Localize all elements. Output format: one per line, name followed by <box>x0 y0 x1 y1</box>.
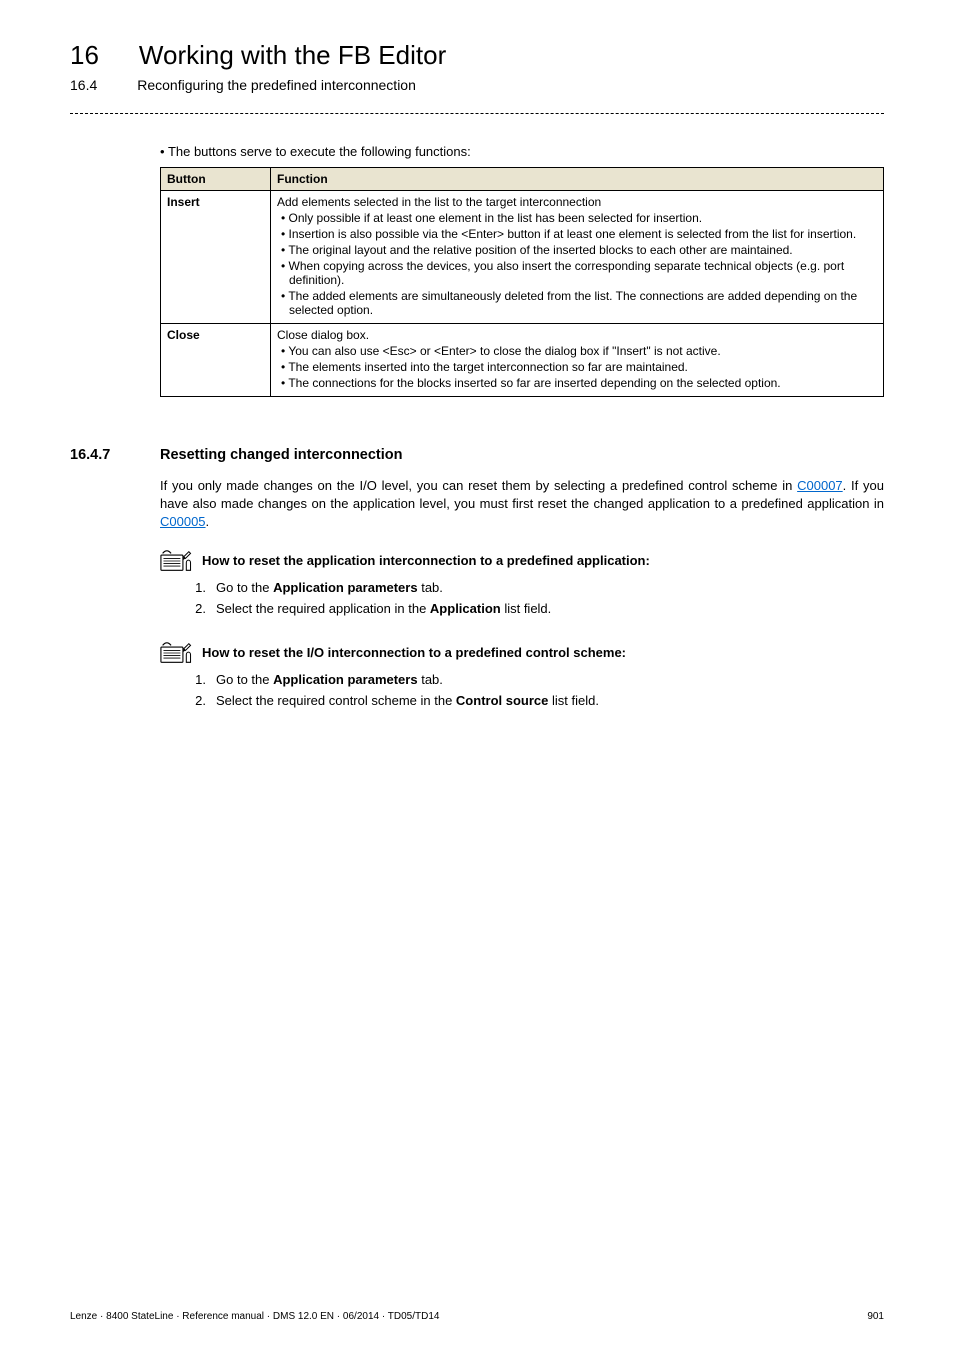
link-c00005[interactable]: C00005 <box>160 514 206 529</box>
section-title: Reconfiguring the predefined interconnec… <box>137 77 416 93</box>
chapter-header: 16 Working with the FB Editor <box>70 40 884 71</box>
page-footer: Lenze · 8400 StateLine · Reference manua… <box>70 1311 884 1322</box>
cell-main: Add elements selected in the list to the… <box>277 195 877 209</box>
table-cell-close: Close dialog box. You can also use <Esc>… <box>271 324 884 397</box>
step-number: 2. <box>190 693 206 708</box>
function-table: Button Function Insert Add elements sele… <box>160 167 884 397</box>
table-header-function: Function <box>271 168 884 191</box>
howto-title: How to reset the I/O interconnection to … <box>202 645 626 660</box>
table-key-close: Close <box>161 324 271 397</box>
list-item: 2. Select the required application in th… <box>190 601 884 616</box>
table-row: Close Close dialog box. You can also use… <box>161 324 884 397</box>
procedure-icon <box>160 550 194 572</box>
footer-left: Lenze · 8400 StateLine · Reference manua… <box>70 1311 439 1322</box>
cell-sub: The elements inserted into the target in… <box>277 360 877 374</box>
numbered-list: 1. Go to the Application parameters tab.… <box>190 672 884 708</box>
section-header: 16.4 Reconfiguring the predefined interc… <box>70 77 884 93</box>
intro-bullet: The buttons serve to execute the followi… <box>160 144 884 159</box>
section-number: 16.4 <box>70 77 97 93</box>
cell-sub: Only possible if at least one element in… <box>277 211 877 225</box>
step-text: Select the required application in the A… <box>216 601 551 616</box>
para-text: . <box>206 514 210 529</box>
table-header-button: Button <box>161 168 271 191</box>
cell-sub: The original layout and the relative pos… <box>277 243 877 257</box>
howto-heading: How to reset the I/O interconnection to … <box>160 642 884 664</box>
list-item: 1. Go to the Application parameters tab. <box>190 672 884 687</box>
subsection-header: 16.4.7 Resetting changed interconnection <box>70 447 884 463</box>
step-number: 1. <box>190 580 206 595</box>
procedure-icon <box>160 642 194 664</box>
list-item: 2. Select the required control scheme in… <box>190 693 884 708</box>
table-key-insert: Insert <box>161 191 271 324</box>
divider <box>70 113 884 114</box>
subsection-title: Resetting changed interconnection <box>160 447 403 463</box>
step-number: 1. <box>190 672 206 687</box>
howto-heading: How to reset the application interconnec… <box>160 550 884 572</box>
step-text: Go to the Application parameters tab. <box>216 672 443 687</box>
step-text: Go to the Application parameters tab. <box>216 580 443 595</box>
para-text: If you only made changes on the I/O leve… <box>160 478 797 493</box>
footer-page-number: 901 <box>867 1311 884 1322</box>
step-number: 2. <box>190 601 206 616</box>
subsection-number: 16.4.7 <box>70 447 130 463</box>
numbered-list: 1. Go to the Application parameters tab.… <box>190 580 884 616</box>
cell-main: Close dialog box. <box>277 328 877 342</box>
body-paragraph: If you only made changes on the I/O leve… <box>160 477 884 532</box>
link-c00007[interactable]: C00007 <box>797 478 843 493</box>
howto-title: How to reset the application interconnec… <box>202 553 650 568</box>
cell-sub: You can also use <Esc> or <Enter> to clo… <box>277 344 877 358</box>
list-item: 1. Go to the Application parameters tab. <box>190 580 884 595</box>
step-text: Select the required control scheme in th… <box>216 693 599 708</box>
cell-sub: The added elements are simultaneously de… <box>277 289 877 317</box>
cell-sub: The connections for the blocks inserted … <box>277 376 877 390</box>
cell-sub: Insertion is also possible via the <Ente… <box>277 227 877 241</box>
table-cell-insert: Add elements selected in the list to the… <box>271 191 884 324</box>
content-block: The buttons serve to execute the followi… <box>160 144 884 397</box>
chapter-title: Working with the FB Editor <box>139 40 446 71</box>
cell-sub: When copying across the devices, you als… <box>277 259 877 287</box>
chapter-number: 16 <box>70 40 99 71</box>
table-row: Insert Add elements selected in the list… <box>161 191 884 324</box>
